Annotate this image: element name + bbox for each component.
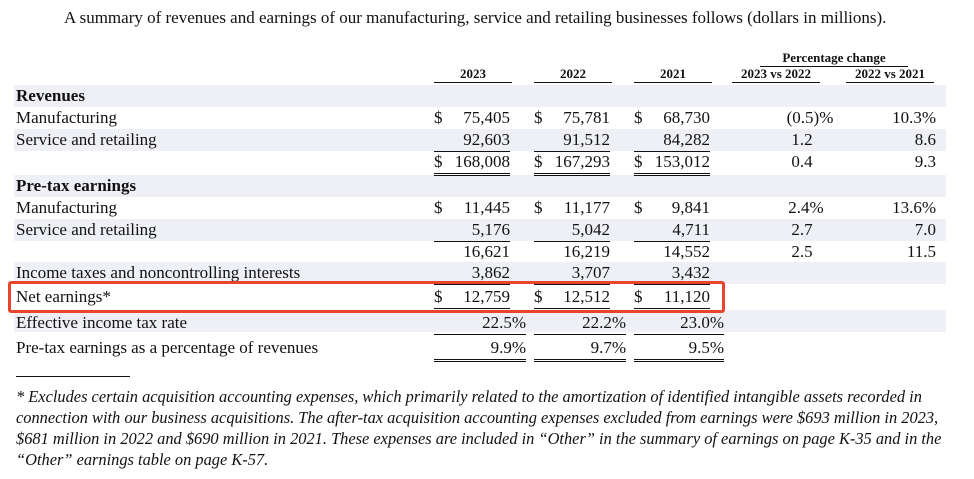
dollar-sign: $ [634,152,643,171]
dollar-sign: $ [434,152,443,171]
intro-text: A summary of revenues and earnings of ou… [64,8,887,27]
rev-svc-2021: 84,282 [663,130,710,149]
rev-total-2021: 153,012 [654,152,710,171]
rev-mfg-2021: 68,730 [663,108,710,127]
dollar-sign: $ [534,198,543,217]
eff-tax-2023: 22.5% [482,313,526,332]
dollar-sign: $ [534,152,543,171]
dollar-sign: $ [434,287,443,306]
net-earnings-highlight-box [8,281,725,313]
pct-col-2023-vs-2022: 2023 vs 2022 [732,66,820,83]
net-2023: 12,759 [463,287,510,306]
rev-total-2023: 168,008 [454,152,510,171]
pt-total-2022: 16,219 [563,242,610,261]
net-2021: 11,120 [663,287,710,306]
row-label-taxes: Income taxes and noncontrolling interest… [16,263,301,282]
dollar-sign: $ [534,287,543,306]
year-header-2023: 2023 [434,66,512,83]
net-2022: 12,512 [563,287,610,306]
row-label-pt-mfg: Manufacturing [16,198,118,217]
rev-mfg-pct-23v22: (0.5)% [786,108,834,127]
rev-svc-pct-23v22: 1.2 [791,130,813,149]
rev-mfg-2022: 75,781 [563,108,610,127]
rev-svc-2023: 92,603 [463,130,510,149]
pt-total-pct-22v21: 11.5 [906,242,936,261]
pt-svc-2023: 5,176 [471,220,510,239]
pt-svc-pct-23v22: 2.7 [791,220,813,239]
rev-mfg-2023: 75,405 [463,108,510,127]
rev-mfg-pct-22v21: 10.3% [892,108,936,127]
dollar-sign: $ [434,108,443,127]
row-label-rev-svc: Service and retailing [16,130,157,149]
pct-change-header: Percentage change [760,50,908,67]
row-label-pretax-pct: Pre-tax earnings as a percentage of reve… [16,338,319,357]
rev-svc-2022: 91,512 [563,130,610,149]
footnote-divider [16,376,130,377]
dollar-sign: $ [634,108,643,127]
pt-mfg-2023: 11,445 [463,198,510,217]
pt-mfg-pct-23v22: 2.4% [788,198,824,217]
row-label-net: Net earnings* [16,287,111,306]
section-pretax: Pre-tax earnings [16,176,137,195]
pt-svc-pct-22v21: 7.0 [914,220,936,239]
pt-mfg-2021: 9,841 [671,198,710,217]
pretax-pct-2023: 9.9% [490,338,526,357]
footnote-text: * Excludes certain acquisition accountin… [16,387,942,469]
dollar-sign: $ [434,198,443,217]
pretax-pct-2022: 9.7% [590,338,626,357]
rev-total-2022: 167,293 [554,152,610,171]
pt-total-2023: 16,621 [463,242,510,261]
pt-mfg-pct-22v21: 13.6% [892,198,936,217]
taxes-2022: 3,707 [571,263,610,282]
pretax-pct-2021: 9.5% [688,338,724,357]
pt-total-2021: 14,552 [663,242,710,261]
row-label-eff-tax: Effective income tax rate [16,313,188,332]
eff-tax-2022: 22.2% [582,313,626,332]
dollar-sign: $ [534,108,543,127]
rev-total-pct-22v21: 9.3 [914,152,936,171]
pt-mfg-2022: 11,177 [563,198,610,217]
pt-svc-2021: 4,711 [672,220,710,239]
rev-total-pct-23v22: 0.4 [791,152,813,171]
section-revenues: Revenues [16,86,85,105]
dollar-sign: $ [634,287,643,306]
row-label-pt-svc: Service and retailing [16,220,157,239]
year-header-2022: 2022 [534,66,612,83]
year-header-2021: 2021 [634,66,712,83]
rev-svc-pct-22v21: 8.6 [914,130,936,149]
row-label-rev-mfg: Manufacturing [16,108,118,127]
eff-tax-2021: 23.0% [680,313,724,332]
pt-total-pct-23v22: 2.5 [791,242,813,261]
pt-svc-2022: 5,042 [571,220,610,239]
pct-col-2022-vs-2021: 2022 vs 2021 [846,66,934,83]
dollar-sign: $ [634,198,643,217]
taxes-2021: 3,432 [671,263,710,282]
taxes-2023: 3,862 [471,263,510,282]
